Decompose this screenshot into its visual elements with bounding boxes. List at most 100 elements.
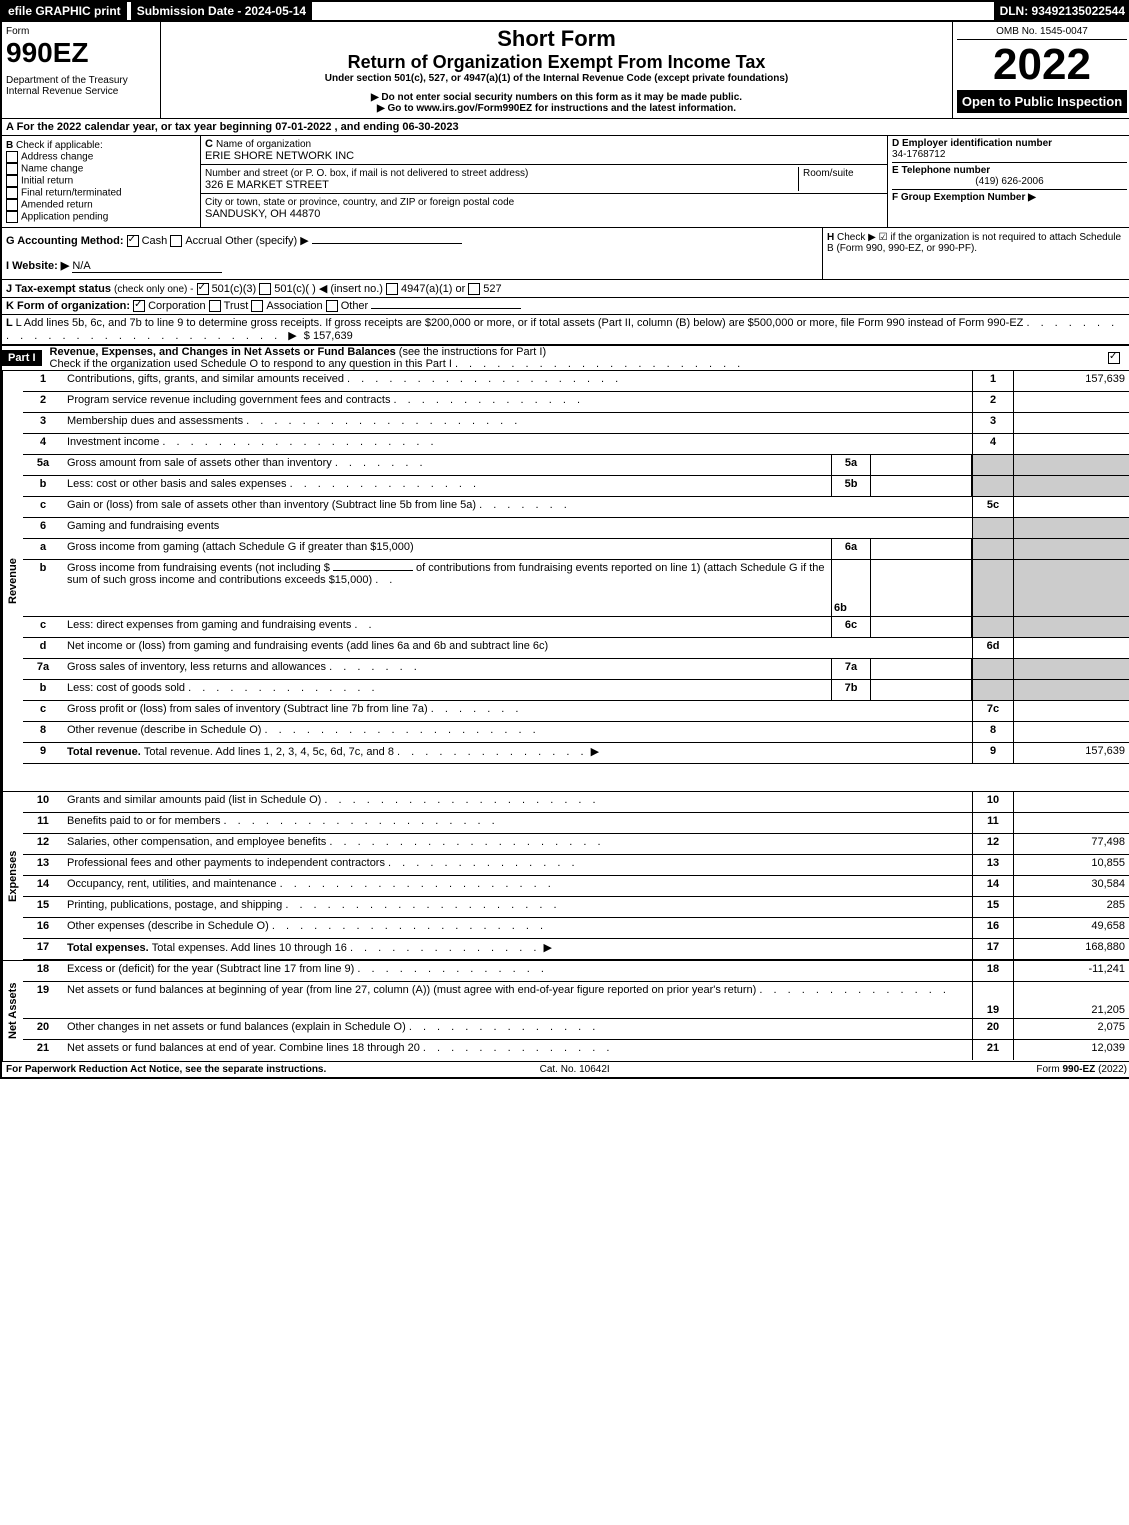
section-d-e-f: D Employer identification number 34-1768… xyxy=(888,136,1129,227)
c-addr-label: Number and street (or P. O. box, if mail… xyxy=(205,168,528,179)
part1-header-row: Part I Revenue, Expenses, and Changes in… xyxy=(2,345,1129,371)
checkbox-name-change[interactable] xyxy=(6,163,18,175)
page-footer: For Paperwork Reduction Act Notice, see … xyxy=(2,1061,1129,1077)
section-b: B Check if applicable: Address change Na… xyxy=(2,136,201,227)
part1-subtitle: (see the instructions for Part I) xyxy=(399,346,546,358)
line15-value: 285 xyxy=(1014,897,1129,917)
revenue-vert-label: Revenue xyxy=(2,371,23,791)
checkbox-application-pending[interactable] xyxy=(6,211,18,223)
org-city: SANDUSKY, OH 44870 xyxy=(205,208,320,220)
omb-number: OMB No. 1545-0047 xyxy=(957,26,1127,40)
org-name: ERIE SHORE NETWORK INC xyxy=(205,150,354,162)
checkbox-schedule-o[interactable] xyxy=(1108,352,1120,364)
line17-value: 168,880 xyxy=(1014,939,1129,959)
line8-value xyxy=(1014,722,1129,742)
line21-value: 12,039 xyxy=(1014,1040,1129,1060)
checkbox-corporation[interactable] xyxy=(133,300,145,312)
website-value: N/A xyxy=(72,260,222,273)
open-public-box: Open to Public Inspection xyxy=(957,90,1127,113)
top-bar: efile GRAPHIC print Submission Date - 20… xyxy=(2,2,1129,22)
line6c-value xyxy=(871,617,972,637)
line5b-value xyxy=(871,476,972,496)
line6b-contrib-input[interactable] xyxy=(333,570,413,571)
line6b-value xyxy=(871,560,972,616)
line2-value xyxy=(1014,392,1129,412)
checkbox-4947[interactable] xyxy=(386,283,398,295)
dln-label: DLN: 93492135022544 xyxy=(994,2,1129,20)
checkbox-association[interactable] xyxy=(251,300,263,312)
org-address: 326 E MARKET STREET xyxy=(205,179,329,191)
line11-value xyxy=(1014,813,1129,833)
form-label: Form xyxy=(6,26,156,37)
section-a: A For the 2022 calendar year, or tax yea… xyxy=(2,119,1129,136)
checkbox-other-org[interactable] xyxy=(326,300,338,312)
line18-value: -11,241 xyxy=(1014,961,1129,981)
subtitle: Under section 501(c), 527, or 4947(a)(1)… xyxy=(165,73,948,84)
d-label: D Employer identification number xyxy=(892,138,1127,149)
line9-value: 157,639 xyxy=(1014,743,1129,763)
c-city-label: City or town, state or province, country… xyxy=(205,197,514,208)
c-room-label: Room/suite xyxy=(803,168,854,179)
c-label: C xyxy=(205,138,213,150)
line10-value xyxy=(1014,792,1129,812)
revenue-section: Revenue 1 Contributions, gifts, grants, … xyxy=(2,371,1129,791)
checkbox-501c[interactable] xyxy=(259,283,271,295)
main-title: Return of Organization Exempt From Incom… xyxy=(165,52,948,73)
line16-value: 49,658 xyxy=(1014,918,1129,938)
l-text: L Add lines 5b, 6c, and 7b to line 9 to … xyxy=(16,317,1024,329)
checkbox-final-return[interactable] xyxy=(6,187,18,199)
line5a-value xyxy=(871,455,972,475)
line6d-value xyxy=(1014,638,1129,658)
l-row: L L Add lines 5b, 6c, and 7b to line 9 t… xyxy=(2,315,1129,345)
tax-year: 2022 xyxy=(957,40,1127,90)
part1-title: Revenue, Expenses, and Changes in Net As… xyxy=(50,346,396,358)
netassets-vert-label: Net Assets xyxy=(2,961,23,1061)
checkbox-initial-return[interactable] xyxy=(6,175,18,187)
b-check-label: Check if applicable: xyxy=(16,140,103,151)
i-label: I Website: ▶ xyxy=(6,260,69,272)
line7b-value xyxy=(871,680,972,700)
efile-label: efile GRAPHIC print xyxy=(2,2,127,20)
warning-link: ▶ Go to www.irs.gov/Form990EZ for instru… xyxy=(165,103,948,114)
j-label: J Tax-exempt status xyxy=(6,283,111,295)
checkbox-amended-return[interactable] xyxy=(6,199,18,211)
footer-right: Form 990-EZ (2022) xyxy=(1036,1064,1127,1075)
line12-value: 77,498 xyxy=(1014,834,1129,854)
phone-value: (419) 626-2006 xyxy=(892,176,1127,187)
c-name-label: Name of organization xyxy=(216,139,311,150)
submission-date: Submission Date - 2024-05-14 xyxy=(131,2,312,20)
netassets-section: Net Assets 18 Excess or (deficit) for th… xyxy=(2,960,1129,1061)
j-row: J Tax-exempt status (check only one) - 5… xyxy=(2,280,1129,298)
irs-label: Internal Revenue Service xyxy=(6,86,156,97)
other-org-input[interactable] xyxy=(371,308,521,309)
dept-label: Department of the Treasury xyxy=(6,75,156,86)
footer-center: Cat. No. 10642I xyxy=(540,1064,610,1075)
h-label: H xyxy=(827,232,834,243)
checkbox-cash[interactable] xyxy=(127,235,139,247)
part1-label: Part I xyxy=(2,350,42,366)
expenses-section: Expenses 10 Grants and similar amounts p… xyxy=(2,791,1129,960)
section-c: C Name of organization ERIE SHORE NETWOR… xyxy=(201,136,888,227)
expenses-vert-label: Expenses xyxy=(2,792,23,960)
org-info-row: B Check if applicable: Address change Na… xyxy=(2,136,1129,228)
checkbox-address-change[interactable] xyxy=(6,151,18,163)
part1-check-text: Check if the organization used Schedule … xyxy=(50,358,452,370)
line14-value: 30,584 xyxy=(1014,876,1129,896)
checkbox-trust[interactable] xyxy=(209,300,221,312)
line1-value: 157,639 xyxy=(1014,371,1129,391)
checkbox-accrual[interactable] xyxy=(170,235,182,247)
line20-value: 2,075 xyxy=(1014,1019,1129,1039)
short-form-title: Short Form xyxy=(165,26,948,52)
line5c-value xyxy=(1014,497,1129,517)
k-row: K Form of organization: Corporation Trus… xyxy=(2,298,1129,315)
line3-value xyxy=(1014,413,1129,433)
b-label: B xyxy=(6,140,13,151)
line7c-value xyxy=(1014,701,1129,721)
checkbox-501c3[interactable] xyxy=(197,283,209,295)
line19-value: 21,205 xyxy=(1014,982,1129,1018)
checkbox-527[interactable] xyxy=(468,283,480,295)
other-specify-input[interactable] xyxy=(312,243,462,244)
l-amount: $ 157,639 xyxy=(304,330,353,342)
e-label: E Telephone number xyxy=(892,162,1127,176)
line13-value: 10,855 xyxy=(1014,855,1129,875)
